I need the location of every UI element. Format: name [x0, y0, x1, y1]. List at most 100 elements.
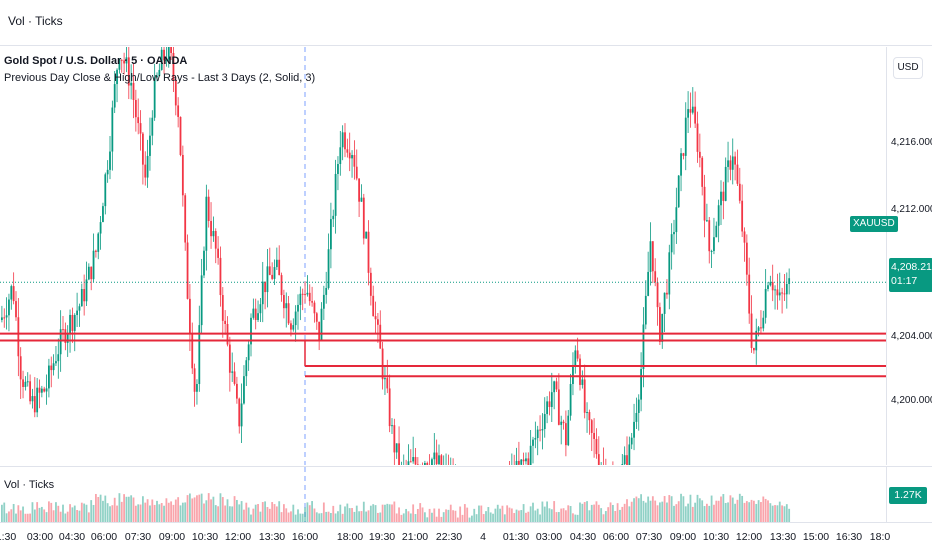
price-axis[interactable]: USD 4,216.000 4,212.000 4,204.000 4,200.… — [886, 47, 932, 465]
price-axis-label: 4,204.000 — [891, 331, 932, 342]
candle — [626, 436, 628, 465]
volume-bar — [630, 501, 633, 522]
volume-bar — [212, 496, 215, 522]
volume-bar — [405, 508, 407, 522]
candle — [628, 436, 631, 465]
volume-bar — [520, 510, 523, 522]
volume-bar — [536, 508, 539, 522]
symbol-legend[interactable]: Gold Spot / U.S. Dollar · 5 · OANDA — [4, 55, 188, 67]
candle — [95, 249, 97, 258]
volume-bar — [224, 505, 227, 522]
candle — [226, 316, 229, 347]
volume-bar — [252, 508, 255, 522]
volume-bar — [137, 504, 140, 522]
volume-bar — [226, 499, 229, 522]
candle — [581, 370, 584, 389]
volume-bar — [623, 503, 626, 522]
volume-bar — [557, 512, 560, 522]
volume-bar — [494, 508, 497, 522]
indicator-legend[interactable]: Previous Day Close & High/Low Rays - Las… — [4, 72, 316, 84]
candle — [675, 187, 678, 244]
volume-bar — [503, 514, 506, 522]
time-axis-label: 10:30 — [702, 531, 730, 543]
candle — [738, 167, 741, 204]
volume-bar — [783, 506, 786, 522]
volume-bar — [8, 511, 10, 522]
volume-bar — [306, 502, 309, 522]
candle — [332, 209, 335, 228]
candle — [205, 184, 208, 271]
volume-bar — [546, 501, 548, 522]
volume-bar — [153, 504, 156, 522]
candlestick-chart[interactable] — [0, 47, 886, 465]
time-axis-label: 15:00 — [802, 531, 830, 543]
volume-bar — [179, 505, 182, 522]
time-axis[interactable]: 1:30 03:00 04:30 06:00 07:30 09:00 10:30 12:00 1… — [0, 522, 932, 550]
candle — [142, 132, 144, 185]
volume-bar — [419, 503, 422, 522]
volume-bar — [355, 505, 358, 522]
candle — [200, 258, 203, 334]
volume-bar — [12, 503, 15, 522]
volume-bar — [337, 511, 339, 522]
candle — [184, 193, 187, 251]
top-bar: Vol · Ticks — [0, 0, 932, 46]
volume-bar — [62, 504, 64, 522]
candle — [586, 402, 588, 433]
volume-pane[interactable]: Vol · Ticks — [0, 466, 886, 522]
volume-bar — [661, 501, 664, 522]
candle — [703, 174, 706, 238]
volume-bar — [579, 502, 581, 522]
volume-bar — [518, 510, 520, 522]
volume-legend[interactable]: Vol · Ticks — [4, 479, 55, 491]
candle — [701, 156, 704, 196]
volume-bar — [344, 506, 346, 522]
volume-bar — [597, 504, 600, 522]
candle — [29, 374, 31, 405]
volume-bar — [287, 512, 290, 522]
time-axis-label: 12:00 — [735, 531, 763, 543]
candle — [367, 220, 370, 286]
candle — [78, 303, 81, 327]
volume-bar — [586, 501, 588, 522]
volume-bar — [703, 506, 706, 522]
time-axis-label: 19:30 — [368, 531, 396, 543]
volume-bar — [71, 507, 74, 522]
volume-bar — [146, 499, 149, 522]
volume-bar — [673, 505, 675, 522]
volume-bar — [10, 509, 13, 522]
candle — [339, 130, 342, 176]
main-chart-pane[interactable]: Gold Spot / U.S. Dollar · 5 · OANDA Prev… — [0, 47, 886, 465]
candle — [717, 199, 720, 243]
volume-bar — [583, 502, 586, 522]
volume-bar — [236, 499, 238, 522]
volume-bar — [111, 505, 114, 522]
candle — [330, 202, 332, 269]
volume-bar — [257, 504, 259, 522]
volume-bar — [203, 503, 205, 522]
volume-bar — [757, 500, 760, 522]
candle — [92, 233, 95, 283]
volume-bar — [170, 501, 172, 522]
volume-bar — [362, 501, 365, 522]
candle — [687, 91, 689, 133]
currency-button[interactable]: USD — [893, 57, 923, 79]
candle — [308, 284, 311, 306]
bar-countdown: 01:17 — [891, 275, 918, 287]
volume-bar — [553, 501, 556, 522]
volume-bar — [318, 513, 321, 522]
candle — [351, 150, 353, 178]
volume-bar — [48, 501, 50, 522]
candle — [111, 100, 114, 171]
volume-bar — [682, 496, 685, 522]
candle — [311, 286, 313, 307]
volume-bar — [172, 504, 175, 522]
candle — [17, 298, 20, 377]
candle — [557, 373, 560, 426]
volume-bar — [600, 508, 603, 522]
volume-bar — [271, 502, 274, 522]
volume-bar — [113, 497, 116, 522]
volume-bar — [414, 514, 417, 522]
candle — [574, 345, 577, 374]
volume-bar — [621, 506, 624, 522]
